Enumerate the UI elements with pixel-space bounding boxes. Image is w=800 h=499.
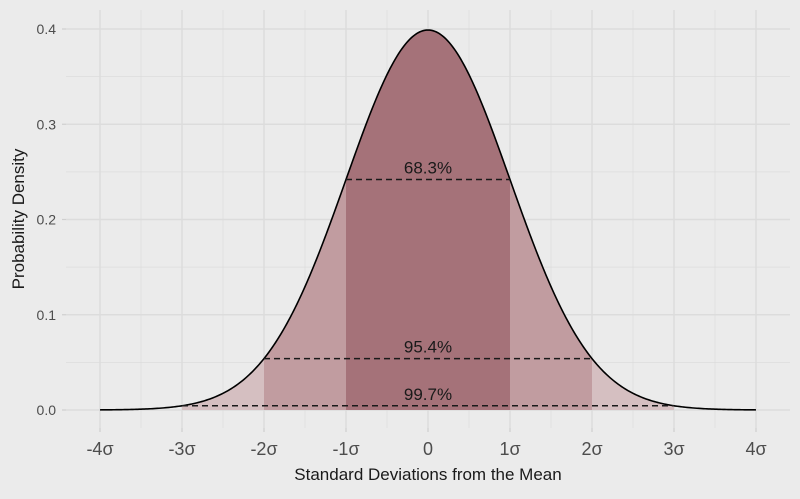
- annotation-label: 99.7%: [404, 385, 452, 404]
- density-curve: [99, 29, 757, 411]
- x-tick-label: 3σ: [663, 439, 684, 459]
- x-tick-label: 0: [423, 439, 433, 459]
- y-axis: 0.0 0.1 0.2 0.3 0.4: [37, 21, 66, 418]
- x-axis-title: Standard Deviations from the Mean: [294, 465, 561, 484]
- x-tick-label: 2σ: [581, 439, 602, 459]
- x-tick-label: -2σ: [250, 439, 277, 459]
- y-axis-title: Probability Density: [9, 148, 28, 289]
- y-tick-label: 0.4: [37, 21, 57, 37]
- y-tick-label: 0.3: [37, 116, 57, 132]
- y-tick-label: 0.1: [37, 307, 57, 323]
- x-tick-label: -1σ: [332, 439, 359, 459]
- x-tick-label: -3σ: [168, 439, 195, 459]
- sigma-bands: [182, 30, 674, 410]
- sigma-band: [346, 30, 510, 410]
- x-tick-label: 4σ: [745, 439, 766, 459]
- x-axis: -4σ -3σ -2σ -1σ 0 1σ 2σ 3σ 4σ: [86, 428, 767, 459]
- y-tick-label: 0.0: [37, 402, 57, 418]
- x-tick-label: -4σ: [86, 439, 113, 459]
- annotation-label: 68.3%: [404, 158, 452, 177]
- annotation-label: 95.4%: [404, 338, 452, 357]
- annotations: 68.3% 95.4% 99.7%: [182, 158, 674, 407]
- x-tick-label: 1σ: [499, 439, 520, 459]
- y-tick-label: 0.2: [37, 212, 57, 228]
